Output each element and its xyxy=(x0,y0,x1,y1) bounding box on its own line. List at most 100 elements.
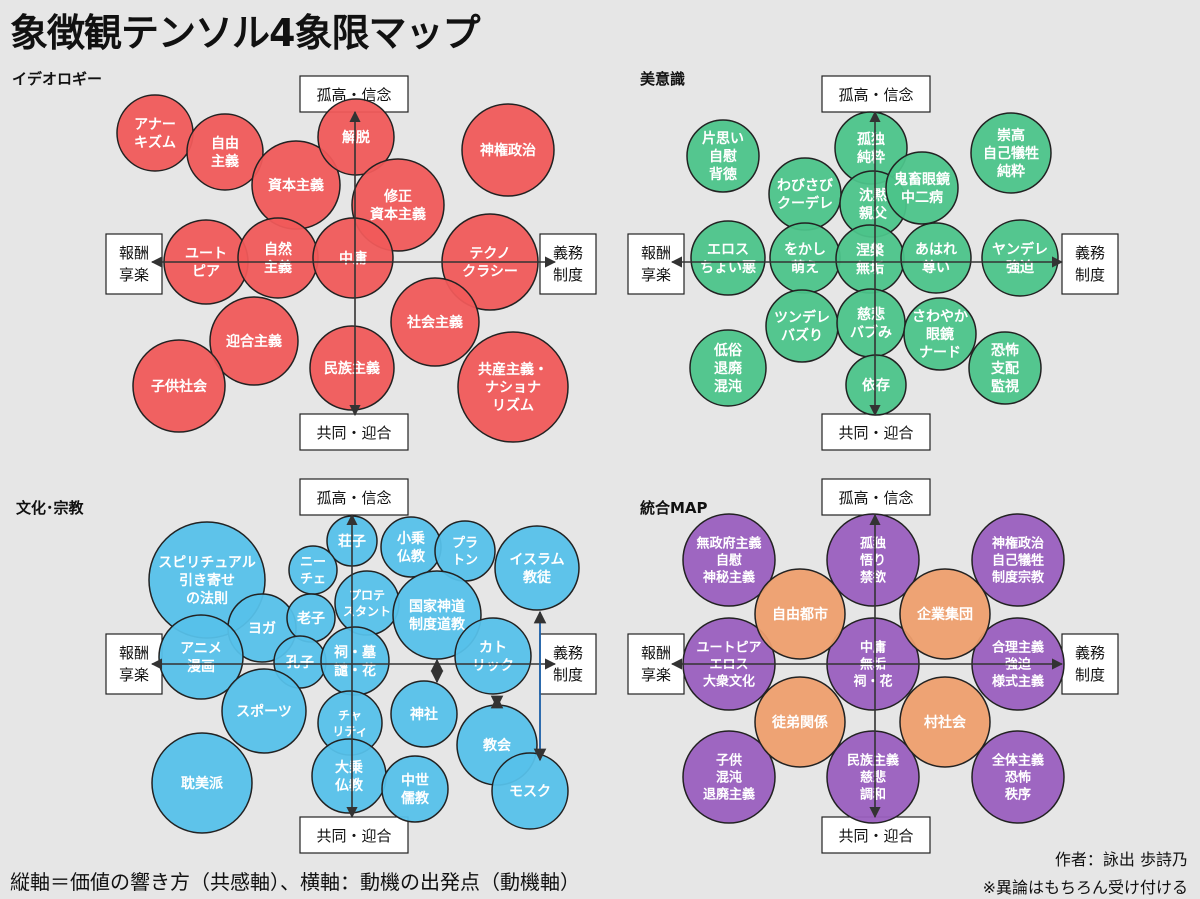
concept-label-line: 小乗 xyxy=(397,530,426,547)
concept-bubble: エロスちょい悪 xyxy=(690,220,766,296)
concept-label-line: 慈悲 xyxy=(857,306,885,323)
concept-label: 子供混沌退廃主義 xyxy=(703,753,755,803)
concept-label-line: クーデレ xyxy=(777,195,833,212)
concept-label: ニーチェ xyxy=(300,555,326,587)
concept-label-line: 神権政治 xyxy=(480,142,536,159)
concept-bubble: アナーキズム xyxy=(116,94,194,172)
concept-label-line: 孔子 xyxy=(286,655,314,671)
concept-label: 無政府主義自慰神秘主義 xyxy=(696,536,761,586)
concept-label-line: 民族主義 xyxy=(847,753,899,769)
concept-label-line: 片思い xyxy=(702,130,744,147)
axis-left-label-line1: 報酬 xyxy=(641,644,671,662)
concept-label-line: ヨガ xyxy=(248,621,276,637)
concept-bubble: 老子 xyxy=(286,593,336,643)
concept-label-line: 依存 xyxy=(862,377,890,394)
concept-label-line: 共産主義・ xyxy=(478,361,548,378)
concept-label-line: ナード xyxy=(919,345,961,361)
concept-label: 老子 xyxy=(297,610,325,627)
concept-label-line: をかし xyxy=(784,242,826,258)
axis-top-label: 孤高・信念 xyxy=(838,86,913,104)
concept-bubble: 涅槃無垢 xyxy=(835,224,905,294)
concept-label: 資本主義 xyxy=(268,177,324,194)
axis-left-label-line2: 享楽 xyxy=(119,666,149,684)
concept-label-line: 主義 xyxy=(211,153,239,170)
axis-box-right xyxy=(539,233,597,295)
concept-label: 教会 xyxy=(483,737,512,754)
concept-circle xyxy=(491,752,569,830)
concept-label: 中庸 xyxy=(339,250,367,267)
concept-label-line: アナー xyxy=(134,117,176,133)
concept-label: 神社 xyxy=(410,706,438,723)
axis-bottom-label: 共同・迎合 xyxy=(316,827,391,845)
concept-label-line: 修正 xyxy=(383,188,412,205)
concept-label-line: 親父 xyxy=(859,205,888,222)
concept-label-line: 自然 xyxy=(264,241,292,258)
concept-label: 修正資本主義 xyxy=(370,188,426,223)
concept-bubble: ニーチェ xyxy=(288,545,338,595)
concept-label-line: プラ xyxy=(452,536,478,551)
axis-footnote: 縦軸＝価値の響き方（共感軸）、横軸：動機の出発点（動機軸） xyxy=(10,870,580,894)
concept-bubble: スポーツ xyxy=(221,668,307,754)
concept-label-line: リック xyxy=(472,658,514,674)
concept-bubble: 耽美派 xyxy=(151,732,253,834)
concept-label-line: わびさび xyxy=(777,178,834,194)
concept-circle xyxy=(885,151,959,225)
concept-label-line: 退廃 xyxy=(714,360,743,377)
concept-label: 孤独悟り禁欲 xyxy=(860,536,886,586)
concept-bubble: 大乗仏教 xyxy=(311,738,387,814)
concept-bubble: モスク xyxy=(491,752,569,830)
concept-bubble: 無政府主義自慰神秘主義 xyxy=(682,513,776,607)
concept-label-line: 資本主義 xyxy=(268,177,324,194)
concept-bubble: わびさびクーデレ xyxy=(768,157,842,231)
concept-circle xyxy=(689,329,767,407)
concept-bubble: 祠・墓譴・花 xyxy=(320,626,390,696)
concept-label-line: 子供 xyxy=(716,753,742,769)
concept-label-line: 孤独 xyxy=(857,131,885,148)
concept-bubble: 自由都市 xyxy=(754,568,846,660)
concept-bubble: 企業集団 xyxy=(899,568,991,660)
concept-label-line: 村社会 xyxy=(924,714,967,731)
concept-label-line: 低俗 xyxy=(713,342,743,359)
axis-right-label-line1: 義務 xyxy=(553,244,583,262)
concept-label-line: 資本主義 xyxy=(370,206,426,223)
concept-label-line: モスク xyxy=(509,784,551,800)
axis-right-label-line1: 義務 xyxy=(1075,244,1105,262)
concept-label: さわやか眼鏡ナード xyxy=(912,309,968,361)
concept-bubble: 片思い自慰背徳 xyxy=(686,119,760,193)
concept-label: 全体主義恐怖秩序 xyxy=(991,753,1044,803)
concept-label-line: スポーツ xyxy=(236,703,292,720)
concept-label-line: 教会 xyxy=(483,737,512,754)
concept-label-line: ナショナ xyxy=(485,380,541,396)
concept-label: 耽美派 xyxy=(181,775,224,792)
concept-circle xyxy=(682,513,776,607)
concept-circle xyxy=(461,103,555,197)
concept-circle xyxy=(209,296,299,386)
concept-bubble: 神権政治自己犠牲制度宗教 xyxy=(971,513,1065,607)
concept-label-line: アニメ xyxy=(180,641,222,657)
concept-bubble: をかし萌え xyxy=(769,222,841,294)
axis-box-left xyxy=(627,233,685,295)
concept-circle xyxy=(457,331,569,443)
concept-circle xyxy=(971,513,1065,607)
concept-label-line: テクノ xyxy=(469,246,510,262)
panel-label-ideology: イデオロギー xyxy=(12,70,103,88)
concept-label-line: 自慰 xyxy=(709,148,737,165)
concept-bubble: 共産主義・ナショナリズム xyxy=(457,331,569,443)
concept-label: 民族主義 xyxy=(324,360,380,377)
culture-connectors xyxy=(430,610,547,762)
concept-bubble: プロテスタント xyxy=(334,570,400,636)
panel-label-integrated: 統合MAP xyxy=(640,499,708,517)
concept-label-line: エロス xyxy=(707,242,749,258)
axis-top-label: 孤高・信念 xyxy=(838,489,913,507)
concept-bubble: 依存 xyxy=(845,354,907,416)
concept-bubble: 自由主義 xyxy=(186,113,264,191)
concept-circle xyxy=(686,119,760,193)
concept-label-line: 慈悲 xyxy=(860,770,886,786)
concept-circle xyxy=(381,755,449,823)
concept-circle xyxy=(454,617,532,695)
concept-label-line: 制度宗教 xyxy=(992,570,1045,586)
concept-label-line: 徒弟関係 xyxy=(771,714,828,731)
